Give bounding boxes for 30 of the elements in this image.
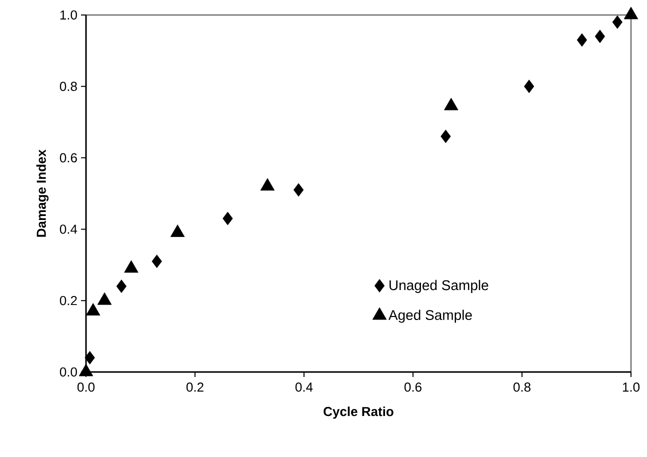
point	[524, 80, 534, 94]
y-tick-label: 0.4	[60, 224, 78, 234]
point	[124, 260, 138, 273]
y-tick-label: 0.6	[60, 153, 77, 162]
y-tick-label: 0.2	[60, 296, 77, 306]
point	[594, 30, 606, 44]
point	[612, 15, 622, 29]
x-tick-label: 0.2	[186, 382, 204, 392]
x-axis-title: Cycle Ratio	[324, 406, 394, 419]
x-tick-label: 1.0	[622, 382, 640, 392]
y-tick-label: 0.8	[60, 82, 77, 91]
point	[293, 183, 304, 197]
point	[86, 303, 100, 316]
y-tick-label: 0.0	[60, 367, 77, 377]
y-axis-title: Damage Index	[36, 150, 49, 237]
y-tick-label: 1.0	[60, 10, 77, 20]
point	[222, 212, 233, 226]
x-tick-label: 0.8	[513, 382, 530, 392]
point	[440, 130, 451, 144]
legend-label: Unaged Sample	[390, 280, 488, 293]
point	[170, 224, 185, 237]
point	[260, 178, 275, 191]
point	[576, 33, 588, 47]
x-tick-label: 0.0	[77, 382, 95, 392]
point	[78, 364, 94, 376]
point	[97, 292, 112, 305]
x-tick-label: 0.6	[404, 382, 422, 392]
legend-label: Aged Sample	[388, 310, 472, 323]
x-tick-label: 0.4	[295, 382, 313, 392]
point	[152, 254, 162, 268]
